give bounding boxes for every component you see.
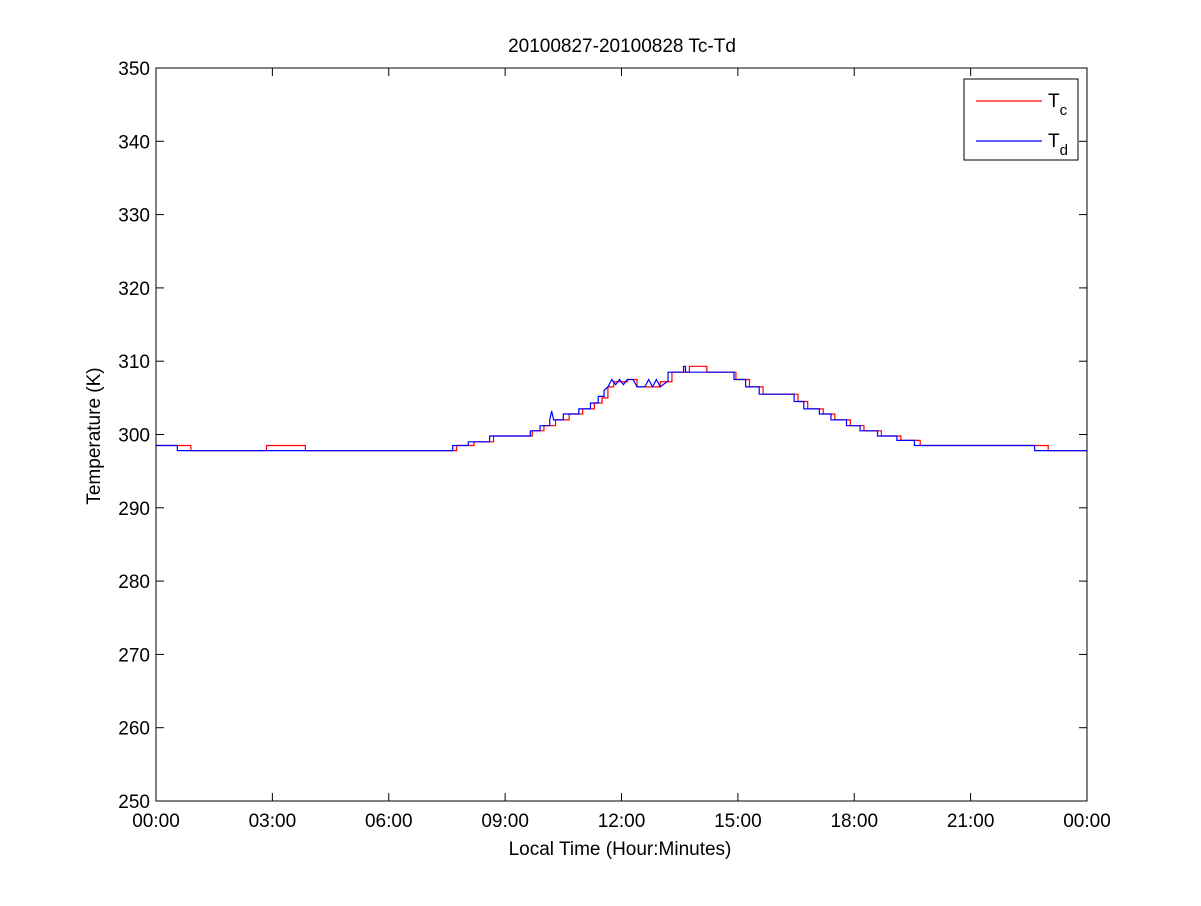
y-tick-label: 250 [118,792,150,813]
x-tick-label: 06:00 [365,811,413,832]
series-line-td [156,365,1087,452]
y-tick-label: 260 [118,719,150,740]
legend-label-base: T [1048,91,1060,112]
x-tick-label: 09:00 [481,811,529,832]
plot-area-frame [155,67,1088,802]
axis-ticks: 00:00 03:00 06:00 09:00 12:00 15:00 18:00 21:00… [118,59,1110,832]
x-tick-label: 21:00 [947,811,995,832]
y-tick-label: 340 [118,132,150,153]
x-tick-label: 12:00 [598,811,646,832]
x-tick-label: 00:00 [132,811,180,832]
y-tick-label: 300 [118,426,150,447]
chart-title: 20100827-20100828 Tc-Td [508,36,736,57]
x-tick-label: 00:00 [1063,811,1111,832]
x-axis-label: Local Time (Hour:Minutes) [509,839,732,860]
x-tick-label: 18:00 [830,811,878,832]
legend-label-subscript: d [1060,142,1068,159]
y-tick-label: 330 [118,206,150,227]
y-tick-label: 290 [118,499,150,520]
data-series [156,365,1087,452]
y-tick-label: 310 [118,352,150,373]
x-tick-label: 15:00 [714,811,762,832]
y-tick-label: 270 [118,645,150,666]
series-line-tc [156,365,1087,452]
y-tick-label: 280 [118,572,150,593]
legend-label: Tc [1048,91,1068,119]
y-tick-label: 320 [118,279,150,300]
legend-label-base: T [1048,131,1060,152]
legend-box [963,78,1079,161]
x-tick-label: 03:00 [249,811,297,832]
y-axis-label: Temperature (K) [84,367,105,504]
legend-label-subscript: c [1060,102,1068,119]
legend-label: Td [1048,131,1068,159]
y-tick-label: 350 [118,59,150,80]
